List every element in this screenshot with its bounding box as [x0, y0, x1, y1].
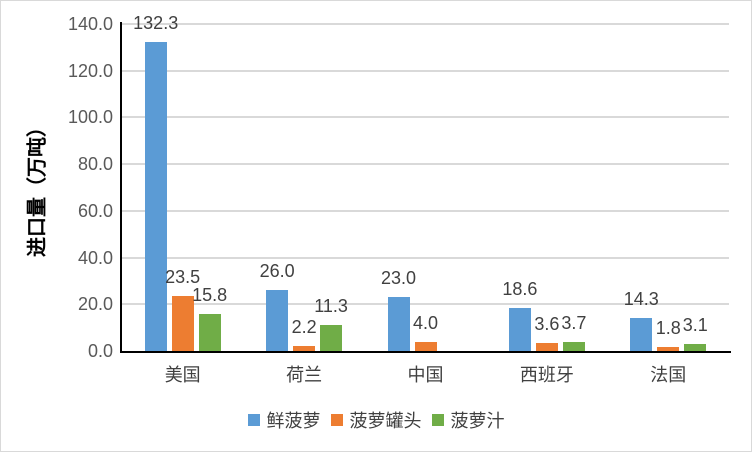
- bar: [266, 290, 289, 351]
- y-tick-label: 100.0: [67, 107, 113, 128]
- data-label: 18.6: [502, 278, 538, 299]
- data-label: 4.0: [412, 312, 439, 333]
- bar: [144, 41, 167, 351]
- gridline: [122, 303, 729, 306]
- legend-swatch: [431, 414, 444, 426]
- y-axis-title: 进口量（万吨）: [26, 117, 49, 257]
- y-tick-label: 120.0: [67, 60, 113, 81]
- y-tick-label: 40.0: [77, 247, 113, 268]
- y-axis-line: [120, 22, 122, 353]
- category-label: 美国: [164, 365, 201, 385]
- data-label: 23.5: [165, 267, 201, 288]
- legend-label: 鲜菠萝: [266, 411, 321, 431]
- y-tick-label: 60.0: [77, 200, 113, 221]
- y-tick-label: 0.0: [87, 341, 113, 361]
- y-tick-label: 20.0: [77, 294, 113, 315]
- data-label: 3.7: [561, 313, 587, 334]
- gridline: [122, 209, 729, 212]
- bar: [293, 345, 316, 351]
- gridline: [122, 69, 729, 72]
- legend-label: 菠萝汁: [450, 411, 505, 431]
- bar: [535, 342, 558, 351]
- category-label: 荷兰: [286, 365, 323, 385]
- bar: [562, 342, 585, 351]
- category-label: 中国: [407, 365, 444, 385]
- y-tick-label: 140.0: [67, 14, 113, 34]
- legend-swatch: [247, 414, 260, 426]
- gridline: [122, 23, 729, 25]
- data-label: 3.1: [682, 314, 708, 335]
- data-label: 2.2: [291, 316, 317, 337]
- legend-item: 菠萝汁: [431, 407, 505, 433]
- bar: [171, 296, 194, 351]
- gridline: [122, 163, 729, 166]
- data-label: 26.0: [259, 261, 295, 282]
- data-label: 3.6: [534, 313, 560, 334]
- bar: [320, 324, 343, 351]
- data-label: 23.0: [380, 268, 417, 289]
- data-label: 132.3: [133, 12, 179, 33]
- category-label: 西班牙: [519, 365, 574, 385]
- legend-item: 菠萝罐头: [330, 407, 422, 433]
- data-label: 14.3: [623, 288, 659, 309]
- bar: [387, 297, 410, 351]
- bar: [684, 343, 707, 351]
- legend-swatch: [330, 414, 343, 426]
- legend: 鲜菠萝 菠萝罐头 菠萝汁: [1, 407, 751, 433]
- bar: [414, 341, 437, 351]
- gridline: [122, 256, 729, 259]
- gridline: [122, 116, 729, 119]
- bar: [508, 307, 531, 351]
- x-axis-line: [120, 351, 731, 353]
- data-label: 11.3: [314, 295, 348, 316]
- y-tick-label: 80.0: [77, 154, 113, 175]
- legend-item: 鲜菠萝: [247, 407, 321, 433]
- legend-label: 菠萝罐头: [349, 411, 422, 431]
- bar: [657, 346, 680, 351]
- data-label: 1.8: [655, 317, 681, 338]
- bar: [630, 317, 653, 351]
- bar: [198, 314, 221, 351]
- category-label: 法国: [650, 365, 687, 385]
- data-label: 15.8: [192, 285, 228, 306]
